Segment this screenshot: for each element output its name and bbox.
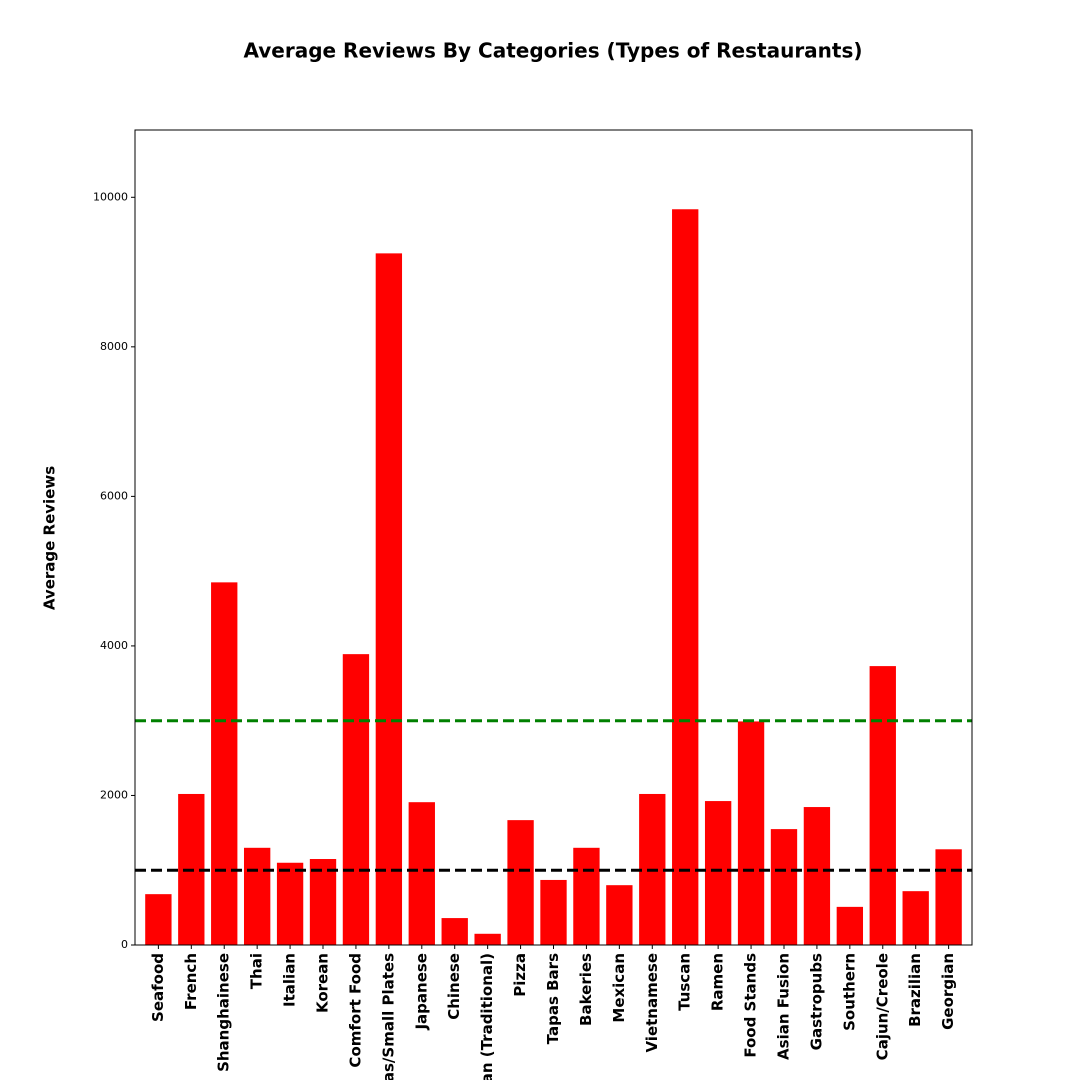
x-tick-label: Gastropubs: [807, 953, 825, 1050]
x-tick-label: Seafood: [149, 953, 167, 1022]
bar: [276, 862, 304, 945]
x-tick-label: Pizza: [511, 953, 529, 997]
x-tick-label: Brazilian: [906, 953, 924, 1027]
bar: [869, 666, 896, 945]
x-tick-label: Georgian: [939, 953, 957, 1030]
bar: [672, 209, 699, 945]
bar: [375, 253, 403, 945]
bar: [803, 807, 831, 945]
x-tick-label: Mexican: [610, 953, 628, 1023]
bar: [770, 829, 798, 945]
x-tick-label: Comfort Food: [346, 953, 364, 1068]
bar: [606, 885, 633, 945]
x-tick-label: Tapas/Small Plates: [379, 953, 397, 1080]
bar: [573, 847, 600, 945]
bar: [211, 582, 238, 945]
bar: [309, 859, 337, 945]
x-tick-label: Japanese: [412, 953, 430, 1031]
x-tick-label: Cajun/Creole: [873, 953, 891, 1060]
plot-frame: [134, 129, 973, 946]
y-tick-label: 10000: [93, 190, 128, 203]
bar: [474, 933, 501, 945]
y-axis-label: Average Reviews: [41, 466, 59, 610]
y-tick-label: 4000: [100, 639, 128, 652]
y-tick-label: 6000: [100, 489, 128, 502]
x-tick-label: Asian Fusion: [774, 953, 792, 1060]
x-tick-label: Shanghainese: [215, 953, 233, 1072]
bar: [540, 879, 567, 945]
y-tick-label: 0: [121, 938, 128, 951]
bar: [243, 847, 271, 945]
y-tick-label: 8000: [100, 340, 128, 353]
bar: [408, 802, 435, 945]
x-tick-label: Tuscan: [676, 953, 694, 1011]
x-tick-label: French: [182, 953, 200, 1010]
x-tick-label: Bakeries: [577, 953, 595, 1026]
bar: [704, 801, 732, 945]
chart-title: Average Reviews By Categories (Types of …: [243, 39, 862, 63]
y-tick-label: 2000: [100, 788, 128, 801]
x-tick-label: Thai: [248, 953, 266, 989]
bar: [441, 918, 468, 945]
x-tick-label: American (Traditional): [478, 953, 496, 1080]
bar: [836, 906, 864, 945]
bar: [737, 721, 765, 945]
bar: [342, 654, 370, 945]
x-tick-label: Italian: [281, 953, 299, 1007]
bar: [902, 891, 929, 945]
bar: [145, 894, 172, 945]
x-tick-label: Southern: [840, 953, 858, 1031]
x-tick-label: Food Stands: [742, 953, 760, 1058]
bar: [935, 849, 962, 945]
x-tick-label: Tapas Bars: [544, 953, 562, 1044]
x-tick-label: Chinese: [445, 953, 463, 1020]
x-tick-label: Korean: [314, 953, 332, 1013]
bar: [507, 820, 534, 945]
x-tick-label: Ramen: [709, 953, 727, 1011]
x-tick-label: Vietnamese: [643, 953, 661, 1053]
